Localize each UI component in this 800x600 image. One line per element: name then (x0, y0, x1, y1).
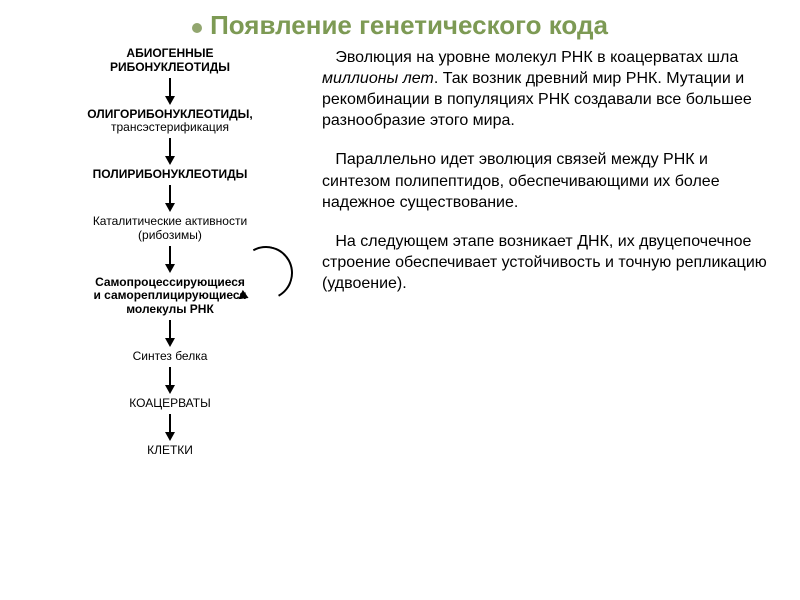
text-column: Эволюция на уровне молекул РНК в коацерв… (310, 47, 780, 457)
flowchart: АБИОГЕННЫЕ РИБОНУКЛЕОТИДЫ ОЛИГОРИБОНУКЛЕ… (30, 47, 310, 457)
title-text: Появление генетического кода (210, 10, 608, 40)
node-line2: трансэстерификация (87, 121, 252, 135)
node-line1: АБИОГЕННЫЕ (110, 47, 230, 61)
paragraph-2: Параллельно идет эволюция связей между Р… (322, 149, 770, 212)
node-abiogennye: АБИОГЕННЫЕ РИБОНУКЛЕОТИДЫ (110, 47, 230, 75)
node-line1: Каталитические активности (93, 215, 247, 229)
content-container: АБИОГЕННЫЕ РИБОНУКЛЕОТИДЫ ОЛИГОРИБОНУКЛЕ… (0, 47, 800, 467)
node-kataliticheskie: Каталитические активности (рибозимы) (93, 215, 247, 243)
arrow-1 (165, 78, 175, 105)
node-kletki: КЛЕТКИ (147, 444, 193, 458)
node-line1: Самопроцессирующиеся (93, 276, 246, 290)
node-sintez-belka: Синтез белка (133, 350, 208, 364)
arrow-7 (165, 414, 175, 441)
p2-text: Параллельно идет эволюция связей между Р… (322, 151, 720, 210)
node-samoproc: Самопроцессирующиеся и самореплицирующие… (93, 276, 246, 317)
node-poliribonukleotidy: ПОЛИРИБОНУКЛЕОТИДЫ (93, 168, 248, 182)
p1-italic: миллионы лет (322, 70, 434, 87)
node-line1: ОЛИГОРИБОНУКЛЕОТИДЫ, (87, 108, 252, 122)
node-line1: КОАЦЕРВАТЫ (129, 397, 210, 411)
page-title: Появление генетического кода (0, 0, 800, 47)
arrow-3 (165, 185, 175, 212)
arrow-2 (165, 138, 175, 165)
arrow-4 (165, 246, 175, 273)
paragraph-1: Эволюция на уровне молекул РНК в коацерв… (322, 47, 770, 131)
arrow-5 (165, 320, 175, 347)
node-line2: и самореплицирующиеся (93, 289, 246, 303)
arrow-6 (165, 367, 175, 394)
node-line2: РИБОНУКЛЕОТИДЫ (110, 61, 230, 75)
node-line3: молекулы РНК (93, 303, 246, 317)
p1-pre: Эволюция на уровне молекул РНК в коацерв… (335, 49, 738, 66)
node-line2: (рибозимы) (93, 229, 247, 243)
bullet-icon (192, 23, 202, 33)
node-line1: Синтез белка (133, 350, 208, 364)
node-koacervaty: КОАЦЕРВАТЫ (129, 397, 210, 411)
p3-text: На следующем этапе возникает ДНК, их дву… (322, 233, 767, 292)
node-line1: КЛЕТКИ (147, 444, 193, 458)
paragraph-3: На следующем этапе возникает ДНК, их дву… (322, 231, 770, 294)
node-line1: ПОЛИРИБОНУКЛЕОТИДЫ (93, 168, 248, 182)
node-oligoribonukleotidy: ОЛИГОРИБОНУКЛЕОТИДЫ, трансэстерификация (87, 108, 252, 136)
